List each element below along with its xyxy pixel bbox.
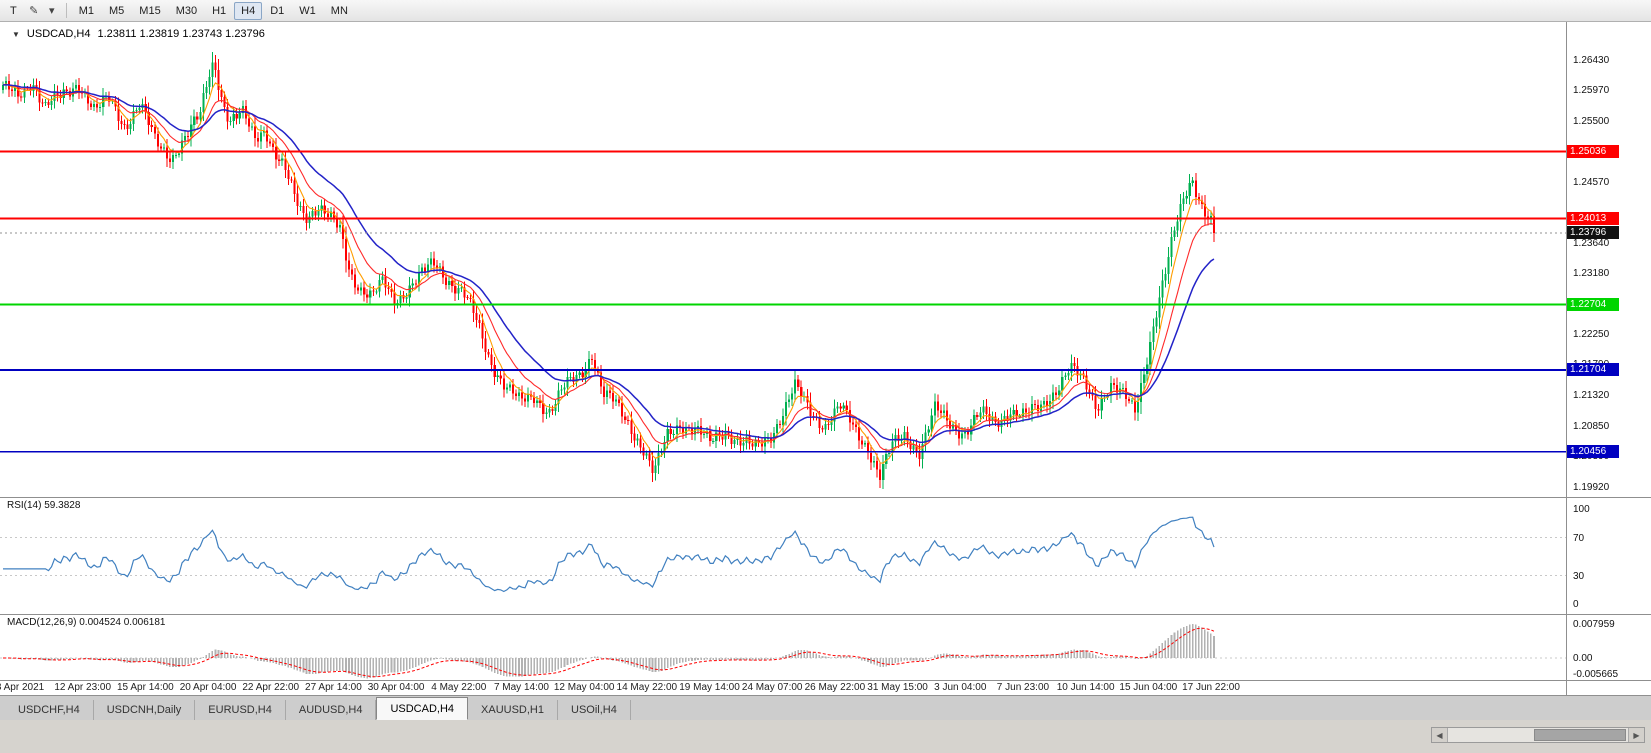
price-tick: 1.23640 [1573,237,1610,249]
time-axis-label: 3 Jun 04:00 [934,682,987,693]
chart-symbol-label: USDCAD,H4 [26,28,91,40]
scrollbar-thumb[interactable] [1534,729,1626,741]
time-axis-label: 8 Apr 2021 [0,682,45,693]
time-axis-label: 26 May 22:00 [804,682,866,693]
rsi-scale-tick: 0 [1573,599,1579,610]
chart-tab-usdchf[interactable]: USDCHF,H4 [5,700,94,720]
time-axis-label: 14 May 22:00 [616,682,678,693]
price-tick: 1.25500 [1573,115,1610,127]
pane-separator[interactable] [0,497,1651,498]
time-axis-label: 24 May 07:00 [741,682,803,693]
rsi-chart[interactable] [0,497,1566,614]
time-axis-label: 15 Apr 14:00 [117,682,174,693]
chart-type-button[interactable]: T [10,4,17,17]
timeframe-button-m15[interactable]: M15 [139,4,161,17]
time-axis-label: 30 Apr 04:00 [367,682,425,693]
dropdown-caret-icon[interactable]: ▾ [48,5,55,17]
timeframe-button-m1[interactable]: M1 [78,4,95,17]
timeframe-button-w1[interactable]: W1 [299,4,316,17]
rsi-label: RSI(14) 59.3828 [7,500,81,511]
price-tick: 1.21320 [1573,390,1610,402]
price-tick: 1.19920 [1573,481,1610,493]
price-level-badge: 1.21704 [1567,363,1619,377]
price-level-badge: 1.20456 [1567,445,1619,459]
chart-header: ▼ USDCAD,H4 1.23811 1.23819 1.23743 1.23… [8,27,269,41]
time-axis-label: 17 Jun 22:00 [1182,682,1240,693]
price-tick: 1.22250 [1573,329,1610,341]
rsi-indicator-pane[interactable] [0,497,1566,614]
current-price-badge: 1.23796 [1567,226,1619,240]
scrollbar-track[interactable] [1448,728,1628,742]
chart-tab-usoil[interactable]: USOil,H4 [558,700,631,720]
timeframe-buttons: M1 M5 M15 M30 H1 H4 D1 W1 MN [72,1,355,20]
macd-label: MACD(12,26,9) 0.004524 0.006181 [7,617,166,628]
pane-separator[interactable] [0,614,1651,615]
draw-tool-icon[interactable]: ✎ [29,5,39,17]
time-axis[interactable]: 8 Apr 2021 12 Apr 23:00 15 Apr 14:00 20 Apr… [0,680,1566,695]
rsi-scale-tick: 100 [1573,504,1590,515]
scroll-right-icon[interactable]: ▶ [1628,728,1644,742]
timeframe-button-mn[interactable]: MN [330,4,348,17]
time-axis-label: 4 May 22:00 [431,682,487,693]
timeframe-button-m30[interactable]: M30 [175,4,198,17]
price-tick: 1.23180 [1573,268,1610,280]
chart-tab-xauusd[interactable]: XAUUSD,H1 [468,700,558,720]
time-axis-label: 20 Apr 04:00 [179,682,237,693]
candlestick-chart[interactable] [0,22,1566,497]
timeframe-button-m5[interactable]: M5 [109,4,125,17]
one-click-collapse-icon[interactable]: ▼ [12,29,20,39]
window-bottom-strip: ◀ ▶ [0,720,1651,753]
chart-tab-eurusd[interactable]: EURUSD,H4 [195,700,286,720]
time-axis-label: 27 Apr 14:00 [305,682,362,693]
price-tick: 1.26430 [1573,55,1610,66]
macd-chart[interactable] [0,614,1566,680]
chart-tabbar: USDCHF,H4 USDCNH,Daily EURUSD,H4 AUDUSD,H4 U… [0,695,1651,720]
pane-separator [0,680,1651,681]
time-axis-label: 15 Jun 04:00 [1119,682,1178,693]
price-scale[interactable]: 1.26430 1.25970 1.25500 1.24570 1.23640 1.231… [1567,22,1651,695]
time-axis-label: 7 May 14:00 [493,682,549,693]
price-tick: 1.25970 [1573,85,1610,97]
macd-scale-max: 0.007959 [1573,619,1615,630]
time-axis-label: 19 May 14:00 [679,682,740,693]
chart-tab-usdcnh[interactable]: USDCNH,Daily [94,700,196,720]
scroll-left-icon[interactable]: ◀ [1432,728,1448,742]
chart-ohlc-values: 1.23811 1.23819 1.23743 1.23796 [97,28,265,40]
price-level-badge: 1.25036 [1567,144,1619,158]
timeframe-button-h1[interactable]: H1 [212,4,227,17]
time-axis-label: 31 May 15:00 [867,682,928,693]
macd-scale-zero: 0.00 [1573,653,1593,664]
macd-scale-min: -0.005665 [1573,669,1619,680]
time-axis-label: 10 Jun 14:00 [1056,682,1115,693]
chart-tab-usdcad[interactable]: USDCAD,H4 [376,697,469,720]
timeframe-button-d1[interactable]: D1 [270,4,285,17]
rsi-scale-tick: 70 [1573,532,1585,544]
macd-indicator-pane[interactable] [0,614,1566,680]
price-tick: 1.20850 [1573,420,1610,432]
chart-tab-audusd[interactable]: AUDUSD,H4 [286,700,377,720]
timeframe-button-h4[interactable]: H4 [234,1,263,20]
price-scale-divider [1566,22,1567,695]
rsi-scale-tick: 30 [1573,570,1585,582]
main-chart-pane[interactable] [0,22,1566,497]
price-level-badge: 1.24013 [1567,212,1619,226]
top-toolbar: T ✎ ▾ M1 M5 M15 M30 H1 H4 D1 W1 MN [0,0,1651,22]
time-axis-label: 12 Apr 23:00 [54,682,112,693]
time-axis-label: 12 May 04:00 [553,682,615,693]
toolbar-separator [65,3,67,18]
price-level-badge: 1.22704 [1567,297,1619,311]
time-axis-label: 7 Jun 23:00 [996,682,1050,693]
horizontal-scrollbar[interactable]: ◀ ▶ [1431,727,1645,743]
toolbar-icons: ✎ ▾ [25,2,61,20]
time-axis-label: 22 Apr 22:00 [242,682,300,693]
price-tick: 1.24570 [1573,176,1610,188]
